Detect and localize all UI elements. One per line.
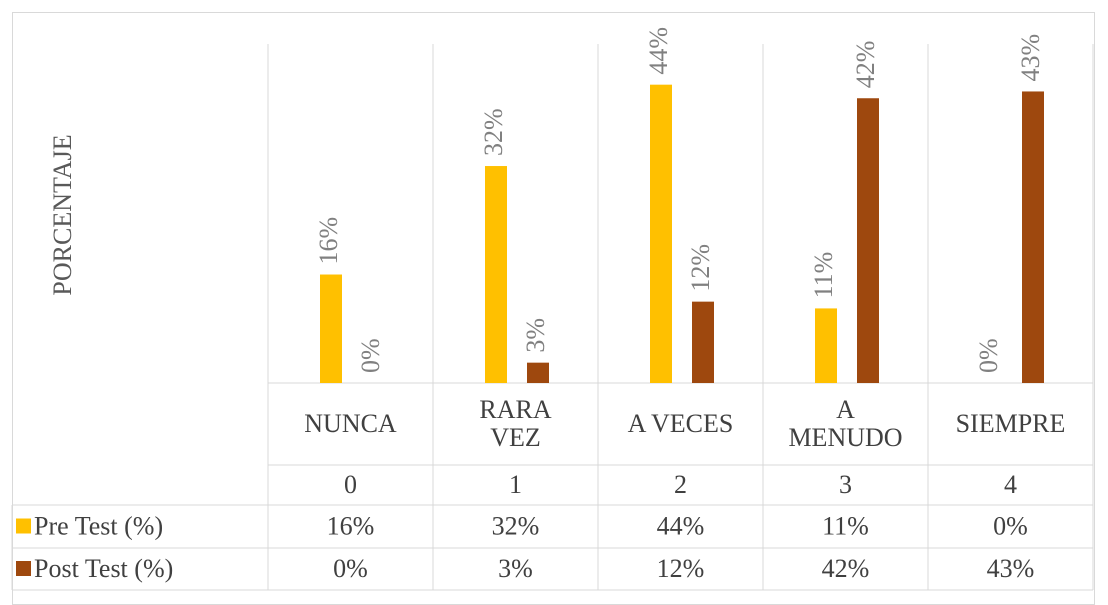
bar (815, 308, 837, 383)
table-value: 0% (993, 511, 1028, 540)
table-value: 12% (657, 554, 705, 583)
bar (527, 362, 549, 383)
data-label: 16% (314, 217, 343, 265)
table-value: 44% (657, 511, 705, 540)
legend-label: Post Test (%) (34, 554, 173, 583)
bar (1022, 91, 1044, 384)
bar (650, 84, 672, 384)
x-tick-label: NUNCA (268, 383, 433, 465)
data-label: 44% (644, 27, 673, 75)
category-code: 2 (674, 470, 687, 499)
table-value: 32% (492, 511, 540, 540)
table-value: 3% (498, 554, 533, 583)
table-value: 0% (333, 554, 368, 583)
category-text: A VECES (627, 409, 734, 438)
legend-key (16, 561, 31, 576)
legend-key (16, 518, 31, 534)
bar (320, 274, 342, 383)
x-tick-label: RARA VEZ (433, 383, 598, 465)
bar (485, 166, 507, 383)
category-code: 0 (344, 470, 357, 499)
x-tick-label: A MENUDO (763, 383, 928, 465)
table-value: 43% (987, 554, 1035, 583)
data-label: 11% (809, 252, 838, 299)
data-label: 0% (974, 338, 1003, 373)
category-code: 4 (1004, 470, 1017, 499)
chart-border (12, 12, 1095, 605)
data-label: 0% (356, 338, 385, 373)
table-value: 42% (822, 554, 870, 583)
category-text: A MENUDO (788, 395, 903, 452)
category-text: NUNCA (304, 409, 397, 438)
bar (692, 301, 714, 383)
category-text: RARA VEZ (479, 395, 552, 452)
data-label: 3% (521, 318, 550, 353)
x-tick-label: A VECES (598, 383, 763, 465)
table-value: 11% (822, 511, 869, 540)
legend-label: Pre Test (%) (34, 511, 163, 540)
data-label: 32% (479, 108, 508, 156)
category-code: 1 (509, 470, 522, 499)
category-text: SIEMPRE (955, 409, 1066, 438)
y-axis-title: PORCENTAJE (48, 134, 77, 295)
data-label: 12% (686, 244, 715, 292)
category-code: 3 (839, 470, 852, 499)
data-label: 42% (851, 41, 880, 89)
bar (857, 98, 879, 384)
data-label: 43% (1016, 34, 1045, 82)
x-tick-label: SIEMPRE (928, 383, 1093, 465)
table-value: 16% (327, 511, 375, 540)
